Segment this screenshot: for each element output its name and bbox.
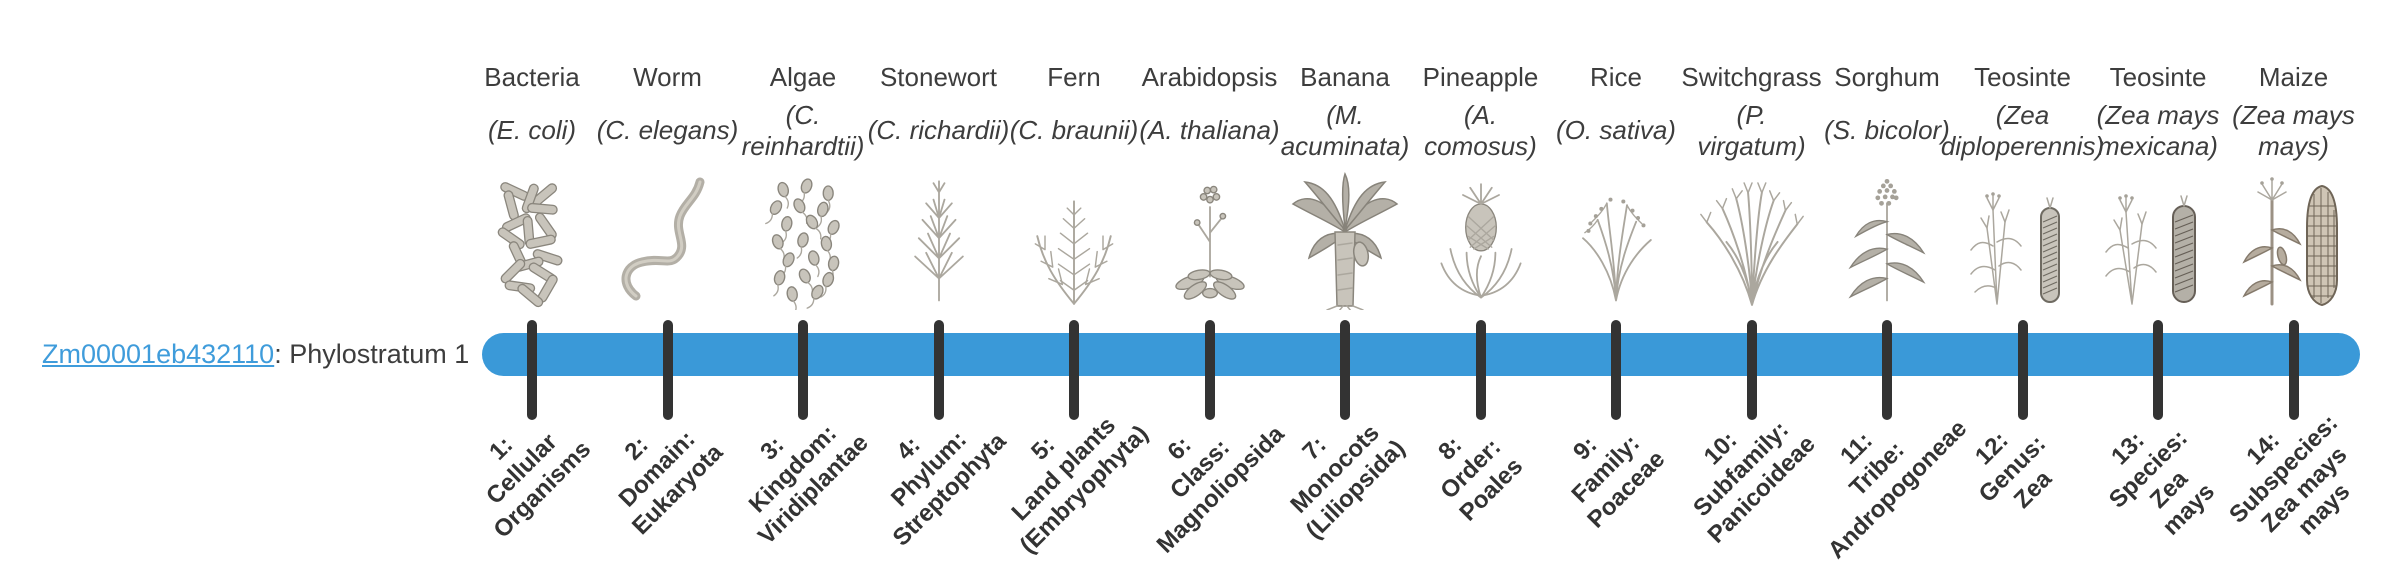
gene-phylostratum-text: : Phylostratum 1 (274, 339, 470, 369)
organism-column: Teosinte (Zea diploperennis) 12: Genus: … (1940, 0, 2105, 580)
organism-species: (E. coli) (487, 115, 577, 146)
arabidopsis-image (1174, 185, 1245, 300)
rice-image (1582, 197, 1652, 302)
organism-species: (M. acuminata) (1280, 99, 1410, 161)
sorghum-image (1848, 178, 1926, 302)
organism-name: Stonewort (879, 62, 998, 92)
organism-name: Switchgrass (1681, 62, 1822, 92)
organism-name: Bacteria (484, 62, 580, 92)
organism-column: Stonewort (C. richardii) 4: Phylum: Stre… (859, 0, 1019, 580)
organism-image-slot (1155, 164, 1265, 310)
organism-image-slot (1427, 164, 1535, 310)
teosinte-diploperennis-image (1969, 192, 2060, 305)
organism-image-slot (1961, 164, 2085, 310)
organism-column: Banana (M. acuminata) 7: Monocots (Lilio… (1265, 0, 1425, 580)
maize-image (2241, 177, 2338, 307)
organism-column: Algae (C. reinhardtii) (723, 0, 883, 580)
gene-id-link[interactable]: Zm00001eb432110 (42, 339, 275, 369)
organism-species: (C. braunii) (1009, 115, 1139, 146)
organism-species: (C. richardii) (867, 115, 1010, 146)
timeline-tick (1746, 320, 1757, 420)
organism-name: Teosinte (2109, 62, 2207, 92)
timeline-tick (2017, 320, 2028, 420)
organism-species: (P. virgatum) (1697, 99, 1806, 161)
organism-image-slot (608, 164, 728, 310)
organism-image-slot (1561, 164, 1671, 310)
organism-species: (A. comosus) (1424, 99, 1537, 161)
pineapple-image (1440, 183, 1521, 299)
organism-image-slot (884, 164, 994, 310)
organism-image-slot (2096, 164, 2220, 310)
organism-name: Banana (1300, 62, 1390, 92)
worm-image (621, 177, 704, 301)
timeline-tick (1204, 320, 1215, 420)
organism-species: (A. thaliana) (1139, 115, 1280, 146)
timeline-tick (1882, 320, 1892, 420)
organism-column: Maize (Zea mays mays) 14: Subspecies: Ze… (2214, 0, 2374, 580)
organism-name: Fern (1047, 62, 1101, 92)
timeline-tick (798, 320, 808, 420)
teosinte-mexicana-image (2105, 194, 2196, 305)
timeline-tick (1069, 320, 1079, 420)
algae-image (765, 178, 840, 310)
organism-name: Teosinte (1974, 62, 2071, 92)
stratum-label: 13: Species: Zea mays (2103, 424, 2220, 541)
banana-image (1291, 172, 1399, 310)
organism-species: (Zea mays mays) (2232, 99, 2355, 161)
bacteria-image (497, 182, 563, 308)
organism-column: Teosinte (Zea mays mexicana) 13: Species… (2078, 0, 2238, 580)
fern-image (1034, 200, 1114, 305)
timeline-tick (1340, 320, 1350, 420)
organism-column: Bacteria (E. coli) 1: Cellular Organ (452, 0, 612, 580)
timeline-tick (662, 320, 673, 420)
organism-image-slot (480, 164, 584, 310)
organism-image-slot (1832, 164, 1942, 310)
stratum-label: 8: Order: Poales (1432, 431, 1528, 527)
organism-column: Sorghum (S. bicolor) 11: Tribe: Andropog… (1807, 0, 1972, 580)
timeline-tick (1611, 320, 1621, 420)
stratum-label: 9: Family: Poaceae (1566, 429, 1671, 534)
stratum-label: 7: Monocots (Liliopsida) (1285, 419, 1411, 545)
organism-column: Fern (C. braunii) 5: Land plants (Embryo… (994, 0, 1154, 580)
organism-species: (O. sativa) (1556, 115, 1676, 146)
organism-name: Pineapple (1422, 62, 1539, 92)
phylostratum-bar (482, 333, 2360, 376)
organism-image-slot (1283, 164, 1407, 310)
timeline-tick (1475, 320, 1486, 420)
timeline-tick (2288, 320, 2299, 420)
organism-name: Algae (769, 62, 837, 92)
organism-name: Worm (633, 62, 702, 92)
organism-species: (C. elegans) (596, 115, 739, 146)
organism-species: (Zea diploperennis) (1940, 99, 2105, 161)
organism-image-slot (1693, 164, 1811, 310)
organism-species: (Zea mays mexicana) (2096, 99, 2220, 161)
organism-image-slot (1016, 164, 1132, 310)
stratum-label: 2: Domain: Eukaryota (613, 425, 729, 540)
organism-species: (C. reinhardtii) (741, 99, 865, 161)
organism-column: Arabidopsis (A. thaliana) 6: Class: Magn… (1130, 0, 1290, 580)
organism-column: Worm (C. elegans) 2: Domain: Eukaryota (588, 0, 748, 580)
organism-column: Rice (O. sativa) 9: Family: Poaceae (1536, 0, 1696, 580)
organism-name: Rice (1589, 62, 1643, 92)
switchgrass-image (1699, 182, 1804, 306)
organism-species: (S. bicolor) (1824, 115, 1950, 146)
gene-label: Zm00001eb432110: Phylostratum 1 (42, 339, 469, 370)
organism-name: Arabidopsis (1141, 62, 1278, 92)
stratum-label: 1: Cellular Organisms (481, 428, 597, 544)
timeline-tick (2153, 320, 2163, 420)
organism-image-slot (2230, 164, 2358, 310)
organism-name: Sorghum (1834, 62, 1940, 92)
stratum-label: 12: Genus: Zea (1970, 426, 2057, 514)
organism-image-slot (749, 164, 857, 310)
organism-column: Switchgrass (P. virgatum) 10: Subfamily:… (1672, 0, 1832, 580)
organism-column: Pineapple (A. comosus) 8: Order: Poales (1401, 0, 1561, 580)
organism-name: Maize (2258, 62, 2329, 92)
timeline-tick (527, 320, 537, 420)
timeline-tick (933, 320, 944, 420)
stonewort-image (913, 180, 964, 302)
